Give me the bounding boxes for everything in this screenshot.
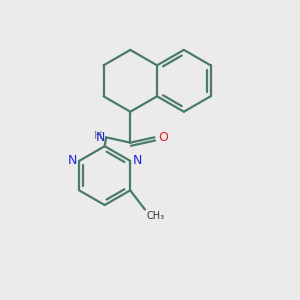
Text: N: N bbox=[96, 131, 106, 144]
Text: N: N bbox=[68, 154, 77, 167]
Text: CH₃: CH₃ bbox=[146, 211, 164, 221]
Text: O: O bbox=[158, 131, 168, 144]
Text: N: N bbox=[133, 154, 142, 167]
Text: H: H bbox=[94, 131, 103, 141]
